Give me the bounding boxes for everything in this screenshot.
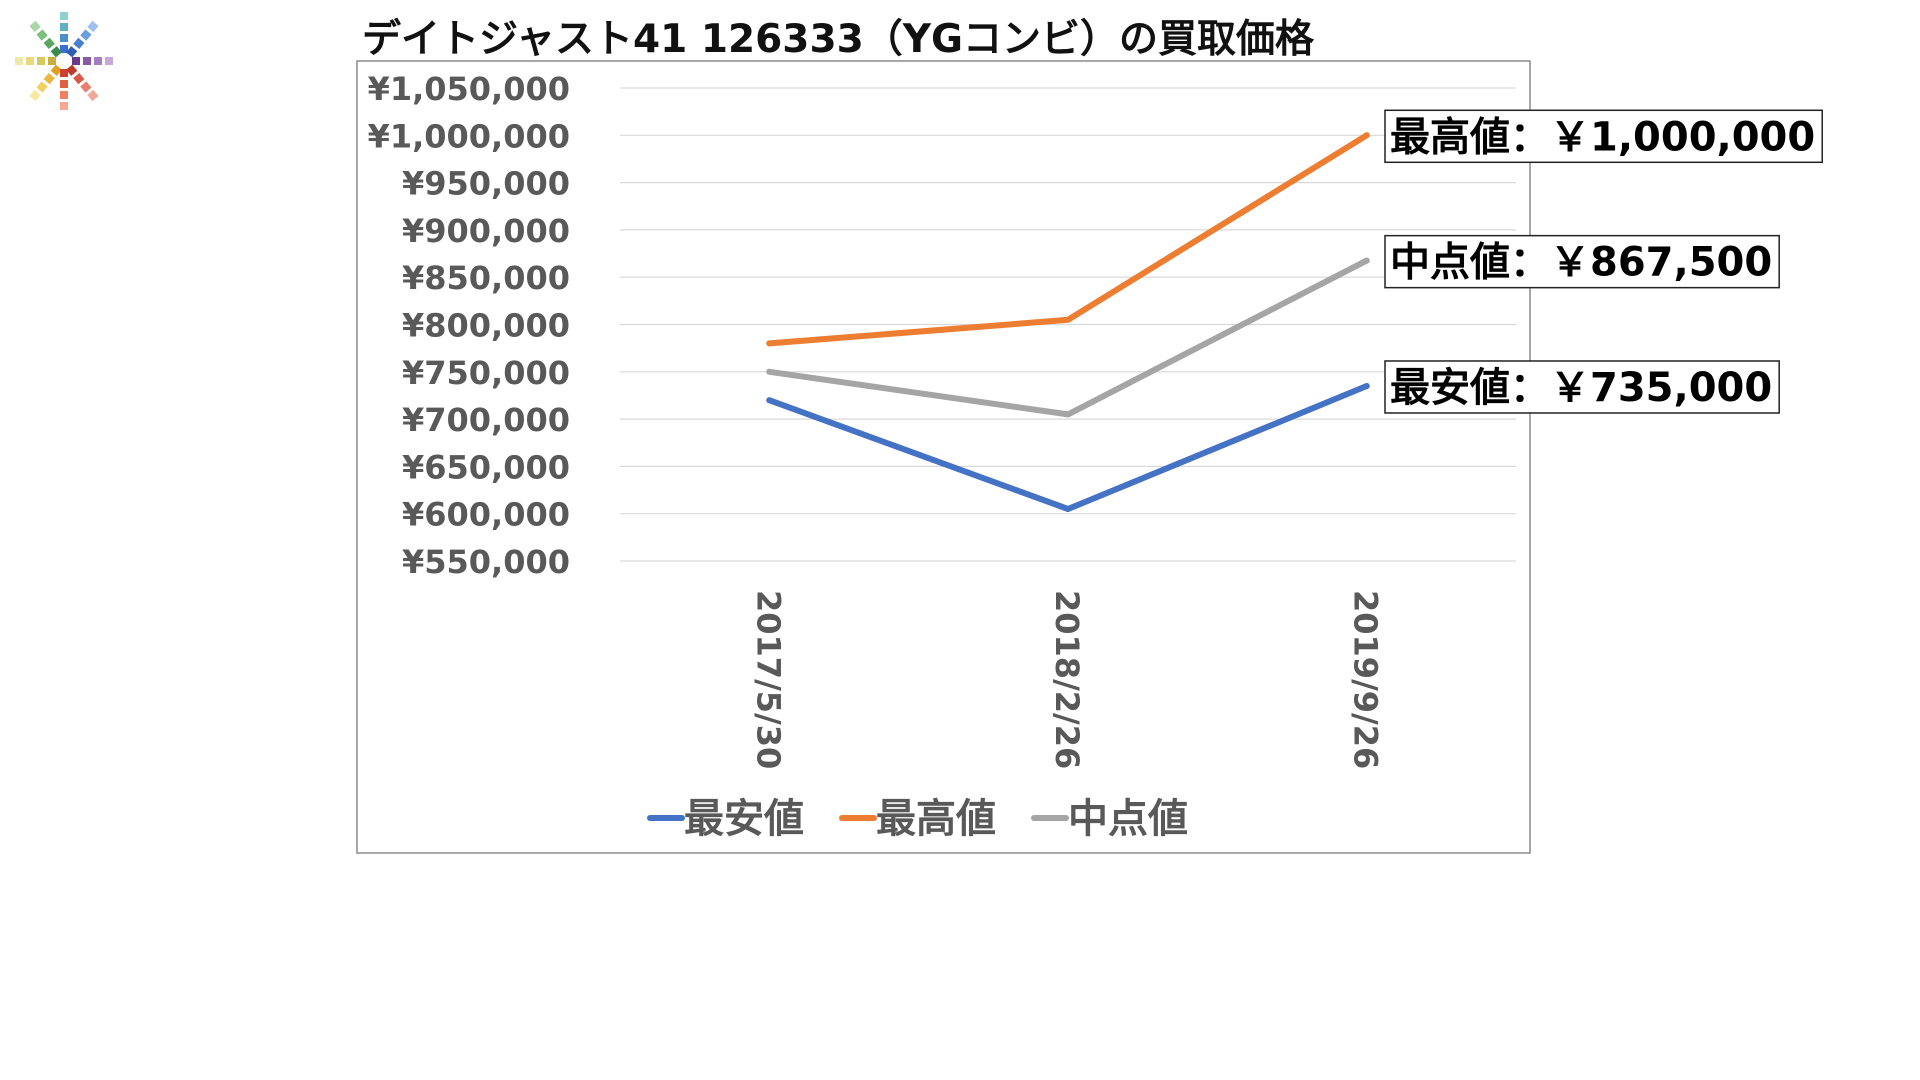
- y-tick-label: ¥650,000: [402, 448, 570, 486]
- legend-item-2: 中点値: [1031, 796, 1188, 842]
- annotations: 最高値：￥1,000,000 中点値：￥867,500 最安値：￥735,000: [1384, 109, 1823, 414]
- logo-square: [43, 37, 55, 50]
- data-point: [1065, 506, 1071, 512]
- logo-square: [94, 57, 102, 65]
- x-tick-label: 2017/5/30: [749, 590, 787, 769]
- logo-square: [66, 46, 78, 58]
- logo-square: [36, 81, 48, 93]
- logo-square: [60, 80, 68, 88]
- logo-square: [50, 64, 62, 76]
- annotation-label: 最高値：￥1,000,000: [1390, 114, 1815, 160]
- logo-square: [80, 81, 92, 93]
- logo-square: [15, 57, 23, 65]
- logo-square: [29, 89, 41, 102]
- legend-item-0: 最安値: [647, 796, 804, 842]
- y-tick-label: ¥700,000: [402, 401, 570, 439]
- y-tick-label: ¥600,000: [402, 496, 570, 534]
- logo-square: [50, 46, 62, 58]
- logo-square: [60, 102, 68, 110]
- annotation-2: 最安値：￥735,000: [1384, 360, 1780, 414]
- data-point: [1363, 257, 1370, 264]
- logo-square: [43, 72, 55, 85]
- logo-square: [48, 57, 56, 65]
- data-point: [766, 397, 773, 404]
- x-axis-ticks: 2017/5/30 2018/2/26 2019/9/26: [749, 590, 1384, 769]
- logo-square: [73, 72, 85, 85]
- data-point: [1363, 383, 1370, 389]
- logo-square: [72, 57, 80, 65]
- logo-square: [60, 91, 68, 99]
- logo-square: [26, 57, 34, 65]
- data-point: [1065, 316, 1071, 323]
- legend-label: 中点値: [1068, 796, 1188, 842]
- y-tick-label: ¥950,000: [402, 165, 570, 203]
- logo-square: [29, 20, 41, 33]
- legend-item-1: 最高値: [839, 796, 996, 842]
- y-tick-label: ¥900,000: [402, 212, 570, 250]
- data-point: [766, 368, 773, 375]
- annotation-0: 最高値：￥1,000,000: [1384, 109, 1823, 164]
- annotation-box: [1384, 234, 1780, 289]
- y-tick-label: ¥1,000,000: [368, 117, 570, 155]
- logo-square: [36, 29, 48, 41]
- annotation-1: 中点値：￥867,500: [1384, 234, 1780, 289]
- annotation-label: 最安値：￥735,000: [1390, 365, 1772, 411]
- y-tick-label: ¥750,000: [402, 354, 570, 392]
- logo-center: [58, 55, 70, 67]
- chart-title: デイトジャスト41 126333（YGコンビ）の買取価格: [362, 17, 1314, 62]
- legend: 最安値 最高値 中点値: [647, 796, 1188, 842]
- annotation-box: [1384, 360, 1780, 414]
- logo-square: [37, 57, 45, 65]
- logo-square: [105, 57, 113, 65]
- y-tick-label: ¥550,000: [402, 543, 570, 581]
- logo-square: [60, 34, 68, 42]
- data-point: [1363, 132, 1370, 139]
- y-axis-ticks: ¥550,000 ¥600,000 ¥650,000 ¥700,000 ¥750,000…: [368, 70, 570, 581]
- logo-square: [60, 45, 68, 53]
- y-tick-label: ¥850,000: [402, 259, 570, 297]
- data-point: [1065, 411, 1071, 418]
- logo-square: [60, 69, 68, 77]
- x-tick-label: 2018/2/26: [1048, 590, 1086, 769]
- annotation-box: [1384, 109, 1823, 164]
- chart-frame: [356, 60, 1531, 854]
- y-tick-label: ¥800,000: [402, 307, 570, 345]
- logo-square: [60, 23, 68, 31]
- logo-square: [66, 64, 78, 76]
- data-point: [766, 340, 773, 347]
- gridlines: [620, 87, 1516, 562]
- logo-icon: [15, 12, 113, 110]
- legend-label: 最安値: [684, 796, 804, 842]
- logo-square: [80, 29, 92, 41]
- annotation-label: 中点値：￥867,500: [1390, 240, 1772, 286]
- y-tick-label: ¥1,050,000: [368, 70, 570, 108]
- legend-label: 最高値: [876, 796, 996, 842]
- series-line-0: [766, 383, 1370, 512]
- logo-square: [87, 20, 99, 33]
- logo-square: [60, 12, 68, 20]
- logo-square: [73, 37, 85, 50]
- x-tick-label: 2019/9/26: [1347, 590, 1385, 769]
- series-lines: [766, 132, 1370, 512]
- logo-square: [87, 89, 99, 102]
- series-line-1: [766, 132, 1370, 347]
- logo-square: [83, 57, 91, 65]
